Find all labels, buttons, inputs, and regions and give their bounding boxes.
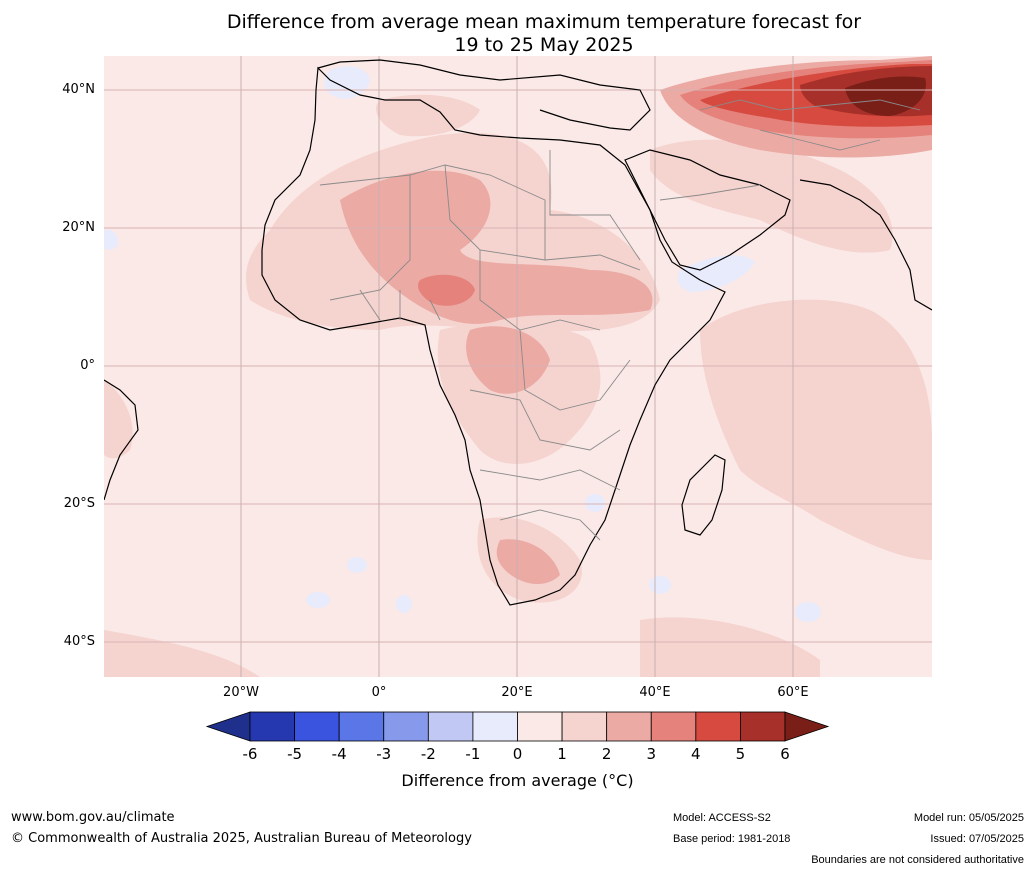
colorbar-swatch (606, 711, 652, 742)
colorbar-swatch (427, 711, 474, 742)
anomaly-zone-cool-8 (585, 494, 605, 512)
anomaly-zone-cool-4 (649, 576, 671, 594)
colorbar-swatch (650, 711, 697, 742)
anomaly-field (104, 56, 932, 677)
colorbar-swatch (695, 711, 741, 742)
country-borders (319, 99, 921, 541)
lon-label-20w: 20°W (223, 685, 259, 700)
footer-issued: Issued: 07/05/2025 (930, 833, 1024, 845)
lat-label-40s: 40°S (63, 634, 95, 649)
colorbar-tick-label: 2 (601, 745, 612, 763)
colorbar-tick-label: 5 (735, 745, 746, 763)
colorbar-tick-label: 3 (646, 745, 657, 763)
lat-label-40n: 40°N (62, 82, 95, 97)
colorbar-swatch (517, 711, 563, 742)
anomaly-zone-congo-warm (466, 326, 550, 394)
colorbar-tick-label: -3 (376, 745, 392, 763)
south-asia-coastline (799, 179, 932, 311)
anomaly-zone-southern-indian (640, 617, 820, 677)
lon-label-40e: 40°E (639, 685, 671, 700)
colorbar-tick-label: 1 (557, 745, 567, 763)
anomaly-zone-cool-5 (795, 602, 821, 622)
anomaly-zone-chad-hot (418, 274, 475, 306)
anomaly-zone-arabia (650, 139, 893, 253)
anomaly-zone-kalahari-warm (496, 539, 560, 585)
footer-url: www.bom.gov.au/climate (11, 810, 175, 825)
anomaly-zone-cool-1 (324, 66, 370, 99)
anomaly-zone-cool-2 (677, 255, 755, 292)
lon-label-0: 0° (371, 685, 387, 700)
lat-label-0: 0° (80, 358, 95, 373)
madagascar-coastline (681, 454, 726, 536)
anomaly-zone-cool-6 (306, 592, 330, 608)
anomaly-zone-indian-ocean (700, 299, 932, 560)
colorbar-tick-label: -6 (242, 745, 258, 763)
colorbar-tick-label: 0 (512, 745, 523, 763)
footer-model: Model: ACCESS-S2 (673, 812, 771, 824)
europe-coastline (317, 59, 651, 131)
colorbar-tick-label: -5 (287, 745, 303, 763)
lon-label-60e: 60°E (777, 685, 809, 700)
coastlines (104, 59, 932, 606)
colorbar-arrow-low (205, 711, 251, 742)
colorbar-tick-label: -1 (465, 745, 481, 763)
lat-label-20s: 20°S (63, 496, 95, 511)
anomaly-zone-cool-3 (104, 229, 119, 250)
anomaly-zone-south-atlantic (104, 380, 133, 459)
colorbar-tick-label: -4 (331, 745, 347, 763)
colorbar-label: Difference from average (°C) (401, 771, 634, 790)
lon-label-20e: 20°E (501, 685, 533, 700)
colorbar-swatch (472, 711, 518, 742)
footer-disclaimer: Boundaries are not considered authoritat… (811, 854, 1024, 866)
map-title-line-2: 19 to 25 May 2025 (454, 34, 634, 56)
colorbar-swatch (561, 711, 608, 742)
colorbar-swatch (249, 711, 295, 742)
colorbar-tick-label: 6 (780, 745, 790, 763)
arabia-coastline (624, 149, 791, 271)
map-title-line-1: Difference from average mean maximum tem… (226, 11, 862, 33)
anomaly-zone-cool-7 (347, 557, 367, 573)
colorbar-tick-label: -2 (420, 745, 436, 763)
south-america-coastline (104, 379, 139, 501)
colorbar-swatch (338, 711, 385, 742)
anomaly-zone-cool-9 (396, 595, 412, 613)
footer-copyright: © Commonwealth of Australia 2025, Austra… (11, 831, 472, 846)
colorbar (205, 711, 830, 742)
colorbar-arrow-high (784, 711, 830, 742)
colorbar-swatch (740, 711, 786, 742)
graticule (104, 56, 932, 677)
anomaly-zone-north-africa (376, 94, 480, 137)
colorbar-swatch (383, 711, 429, 742)
footer-model-run: Model run: 05/05/2025 (913, 812, 1024, 824)
colorbar-tick-label: 4 (691, 745, 701, 763)
footer-base-period: Base period: 1981-2018 (673, 833, 791, 845)
africa-coastline (261, 66, 726, 606)
lat-label-20n: 20°N (62, 220, 95, 235)
colorbar-swatch (294, 711, 340, 742)
